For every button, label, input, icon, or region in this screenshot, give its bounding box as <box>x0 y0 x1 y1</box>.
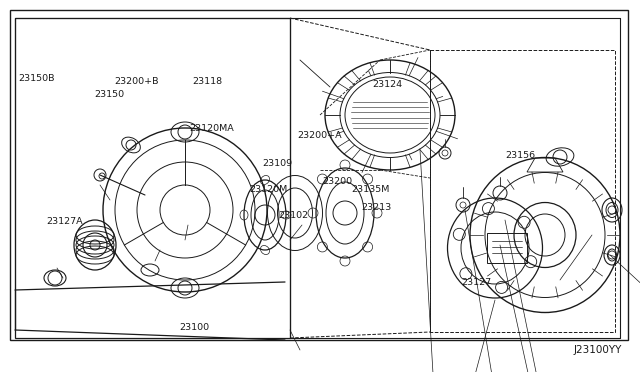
Text: 23200+A: 23200+A <box>298 131 342 140</box>
Bar <box>10 10 628 340</box>
Bar <box>430 50 615 332</box>
Text: 23213: 23213 <box>362 203 392 212</box>
Text: J23100YY: J23100YY <box>573 345 622 355</box>
Text: 23156: 23156 <box>506 151 536 160</box>
Text: 23102: 23102 <box>278 211 308 220</box>
Text: 23150: 23150 <box>95 90 125 99</box>
Text: 23124: 23124 <box>372 80 403 89</box>
Text: 23127: 23127 <box>461 278 491 287</box>
Text: 23109: 23109 <box>262 159 292 168</box>
Bar <box>15 18 290 338</box>
Text: 23150B: 23150B <box>18 74 54 83</box>
Text: 23120M: 23120M <box>250 185 288 194</box>
Text: 23200+B: 23200+B <box>114 77 159 86</box>
Text: 23120MA: 23120MA <box>189 124 234 133</box>
Text: 23200: 23200 <box>322 177 352 186</box>
Text: 23135M: 23135M <box>351 185 390 194</box>
Text: 23118: 23118 <box>192 77 222 86</box>
Text: 23100: 23100 <box>179 323 209 332</box>
Text: 23127A: 23127A <box>46 217 83 226</box>
